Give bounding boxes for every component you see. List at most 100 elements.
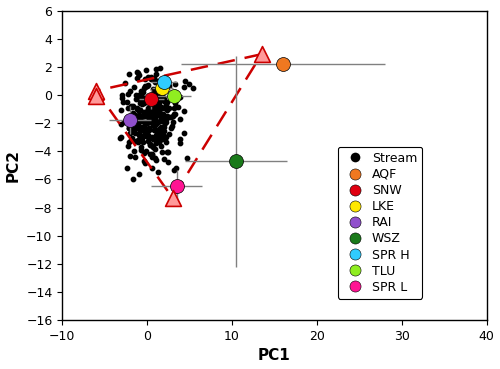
Point <box>138 133 145 139</box>
Point <box>150 111 158 117</box>
Point <box>138 96 146 102</box>
Point <box>139 89 147 95</box>
Point <box>121 80 129 86</box>
Point <box>147 111 155 117</box>
Point <box>142 133 150 139</box>
Point <box>153 128 161 134</box>
Point <box>170 105 177 111</box>
Point <box>138 97 146 103</box>
Point <box>153 87 161 93</box>
Point <box>118 93 126 99</box>
Point <box>131 120 139 126</box>
Point <box>152 140 160 146</box>
Point <box>150 115 158 121</box>
Point <box>145 125 153 131</box>
Point <box>162 134 170 140</box>
Point <box>158 124 166 130</box>
Point <box>142 113 150 119</box>
Point <box>150 134 158 140</box>
Point <box>148 165 156 171</box>
Point <box>156 118 164 124</box>
Point <box>155 112 163 118</box>
Point <box>149 144 157 150</box>
X-axis label: PC1: PC1 <box>258 348 290 363</box>
Point <box>144 134 152 140</box>
Point <box>134 114 142 120</box>
Point <box>133 125 141 131</box>
Point <box>258 51 266 57</box>
Point <box>130 110 138 116</box>
Point <box>128 111 136 117</box>
Point <box>150 107 158 113</box>
Point <box>140 100 148 106</box>
Point <box>171 100 179 106</box>
Point <box>142 83 150 89</box>
Point <box>176 116 184 122</box>
Point <box>128 104 136 110</box>
Point <box>126 71 134 77</box>
Point <box>136 72 143 78</box>
Point <box>160 96 168 101</box>
Point <box>157 94 165 100</box>
Point <box>159 111 167 117</box>
Point <box>160 156 168 162</box>
Point <box>144 74 152 80</box>
Point <box>136 126 144 132</box>
Point <box>152 79 160 85</box>
Point <box>149 104 157 110</box>
Point <box>149 86 157 92</box>
Point <box>160 76 168 82</box>
Point <box>158 136 166 142</box>
Point <box>142 128 150 134</box>
Point <box>152 105 160 111</box>
Point <box>152 146 160 152</box>
Point <box>136 107 144 113</box>
Point <box>156 126 164 132</box>
Point <box>148 116 156 122</box>
Point <box>144 110 152 116</box>
Point <box>136 133 144 139</box>
Point <box>148 151 156 156</box>
Point <box>144 114 152 120</box>
Point <box>156 117 164 123</box>
Point <box>160 120 168 125</box>
Point <box>159 128 167 134</box>
Point <box>144 82 152 88</box>
Point <box>138 113 146 119</box>
Point <box>148 134 156 140</box>
Point <box>92 93 100 99</box>
Point <box>116 135 124 141</box>
Point <box>165 105 173 111</box>
Point <box>155 135 163 141</box>
Point <box>148 135 156 141</box>
Point <box>154 139 162 145</box>
Point <box>158 149 166 155</box>
Point <box>135 92 143 98</box>
Point <box>158 136 166 142</box>
Point <box>143 97 151 103</box>
Point <box>135 132 143 138</box>
Point <box>138 144 145 150</box>
Point <box>162 138 170 144</box>
Point <box>140 109 147 115</box>
Point <box>172 97 179 103</box>
Point <box>148 91 156 97</box>
Point <box>128 114 136 120</box>
Point <box>148 115 156 121</box>
Point <box>160 105 168 111</box>
Point <box>152 66 160 72</box>
Point <box>157 116 165 122</box>
Point <box>142 67 150 73</box>
Point <box>163 114 171 120</box>
Point <box>160 124 168 130</box>
Point <box>152 132 160 138</box>
Point <box>176 94 184 100</box>
Point <box>153 93 161 99</box>
Point <box>134 105 141 111</box>
Point <box>139 139 147 145</box>
Point <box>144 105 152 111</box>
Point <box>135 112 143 118</box>
Point <box>127 103 135 108</box>
Point <box>152 72 160 77</box>
Point <box>140 124 148 130</box>
